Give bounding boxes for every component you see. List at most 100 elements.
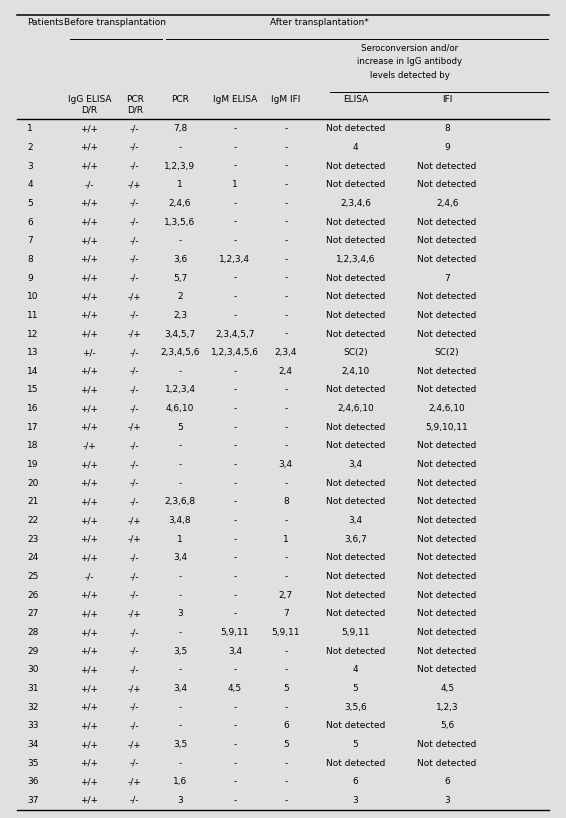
Text: -: -	[233, 479, 237, 488]
Text: 3,4: 3,4	[349, 460, 362, 470]
Text: -/-: -/-	[85, 572, 94, 581]
Text: -: -	[233, 703, 237, 712]
Text: 4: 4	[353, 143, 358, 152]
Text: +/+: +/+	[80, 740, 98, 749]
Text: -: -	[284, 162, 288, 171]
Text: -: -	[233, 758, 237, 767]
Text: -/-: -/-	[130, 442, 139, 451]
Text: Not detected: Not detected	[326, 273, 385, 282]
Text: 2,3,4: 2,3,4	[275, 348, 297, 357]
Text: -: -	[178, 721, 182, 730]
Text: 3: 3	[177, 609, 183, 618]
Text: Not detected: Not detected	[326, 609, 385, 618]
Text: Not detected: Not detected	[326, 236, 385, 245]
Text: IFI: IFI	[442, 95, 452, 104]
Text: 37: 37	[27, 796, 38, 805]
Text: -: -	[284, 442, 288, 451]
Text: -/-: -/-	[130, 143, 139, 152]
Text: +/+: +/+	[80, 311, 98, 320]
Text: -/+: -/+	[128, 516, 142, 525]
Text: -: -	[284, 703, 288, 712]
Text: +/+: +/+	[80, 143, 98, 152]
Text: 35: 35	[27, 758, 38, 767]
Text: +/+: +/+	[80, 497, 98, 506]
Text: 4: 4	[353, 665, 358, 674]
Text: 10: 10	[27, 292, 38, 301]
Text: 1: 1	[177, 180, 183, 189]
Text: -: -	[284, 554, 288, 563]
Text: 18: 18	[27, 442, 38, 451]
Text: Not detected: Not detected	[326, 311, 385, 320]
Text: 4,6,10: 4,6,10	[166, 404, 194, 413]
Text: -: -	[284, 292, 288, 301]
Text: 3,6: 3,6	[173, 255, 187, 264]
Text: 1,2,3,9: 1,2,3,9	[165, 162, 195, 171]
Text: -: -	[284, 180, 288, 189]
Text: Not detected: Not detected	[418, 665, 477, 674]
Text: 12: 12	[27, 330, 38, 339]
Text: 3,4,8: 3,4,8	[169, 516, 191, 525]
Text: -: -	[233, 740, 237, 749]
Text: 9: 9	[27, 273, 33, 282]
Text: 19: 19	[27, 460, 38, 470]
Text: Not detected: Not detected	[418, 572, 477, 581]
Text: -: -	[233, 721, 237, 730]
Text: -: -	[284, 665, 288, 674]
Text: -/-: -/-	[130, 758, 139, 767]
Text: 2,7: 2,7	[279, 591, 293, 600]
Text: 8: 8	[283, 497, 289, 506]
Text: Not detected: Not detected	[326, 330, 385, 339]
Text: -: -	[233, 572, 237, 581]
Text: -: -	[178, 703, 182, 712]
Text: Not detected: Not detected	[418, 460, 477, 470]
Text: -: -	[284, 758, 288, 767]
Text: PCR: PCR	[171, 95, 189, 104]
Text: +/+: +/+	[80, 591, 98, 600]
Text: Not detected: Not detected	[326, 292, 385, 301]
Text: Not detected: Not detected	[326, 124, 385, 133]
Text: 1,3,5,6: 1,3,5,6	[164, 218, 196, 227]
Text: -/+: -/+	[128, 292, 142, 301]
Text: -/+: -/+	[128, 777, 142, 786]
Text: Patients: Patients	[27, 18, 63, 27]
Text: 28: 28	[27, 628, 38, 637]
Text: 2,3,4,6: 2,3,4,6	[340, 199, 371, 208]
Text: -/-: -/-	[130, 665, 139, 674]
Text: -: -	[284, 777, 288, 786]
Text: Not detected: Not detected	[418, 330, 477, 339]
Text: 5,9,11: 5,9,11	[272, 628, 300, 637]
Text: -/-: -/-	[130, 628, 139, 637]
Text: -/+: -/+	[128, 684, 142, 693]
Text: 7: 7	[27, 236, 33, 245]
Text: -: -	[284, 236, 288, 245]
Text: -: -	[233, 497, 237, 506]
Text: -/+: -/+	[128, 740, 142, 749]
Text: 1: 1	[283, 535, 289, 544]
Text: Not detected: Not detected	[418, 516, 477, 525]
Text: 2,3,6,8: 2,3,6,8	[165, 497, 195, 506]
Text: -/-: -/-	[130, 236, 139, 245]
Text: 2,3,4,5,7: 2,3,4,5,7	[215, 330, 255, 339]
Text: 1,2,3,4: 1,2,3,4	[165, 385, 195, 394]
Text: 32: 32	[27, 703, 38, 712]
Text: 5,6: 5,6	[440, 721, 454, 730]
Text: +/+: +/+	[80, 665, 98, 674]
Text: 5: 5	[353, 684, 358, 693]
Text: Not detected: Not detected	[418, 366, 477, 375]
Text: -/-: -/-	[130, 572, 139, 581]
Text: -: -	[233, 554, 237, 563]
Text: 13: 13	[27, 348, 38, 357]
Text: -: -	[233, 273, 237, 282]
Text: 2,4: 2,4	[279, 366, 293, 375]
Text: IgM IFI: IgM IFI	[271, 95, 301, 104]
Text: 25: 25	[27, 572, 38, 581]
Text: -: -	[178, 628, 182, 637]
Text: 22: 22	[27, 516, 38, 525]
Text: Not detected: Not detected	[418, 740, 477, 749]
Text: Not detected: Not detected	[418, 554, 477, 563]
Text: 5,7: 5,7	[173, 273, 187, 282]
Text: +/+: +/+	[80, 796, 98, 805]
Text: 2,4,10: 2,4,10	[341, 366, 370, 375]
Text: 8: 8	[27, 255, 33, 264]
Text: 6: 6	[283, 721, 289, 730]
